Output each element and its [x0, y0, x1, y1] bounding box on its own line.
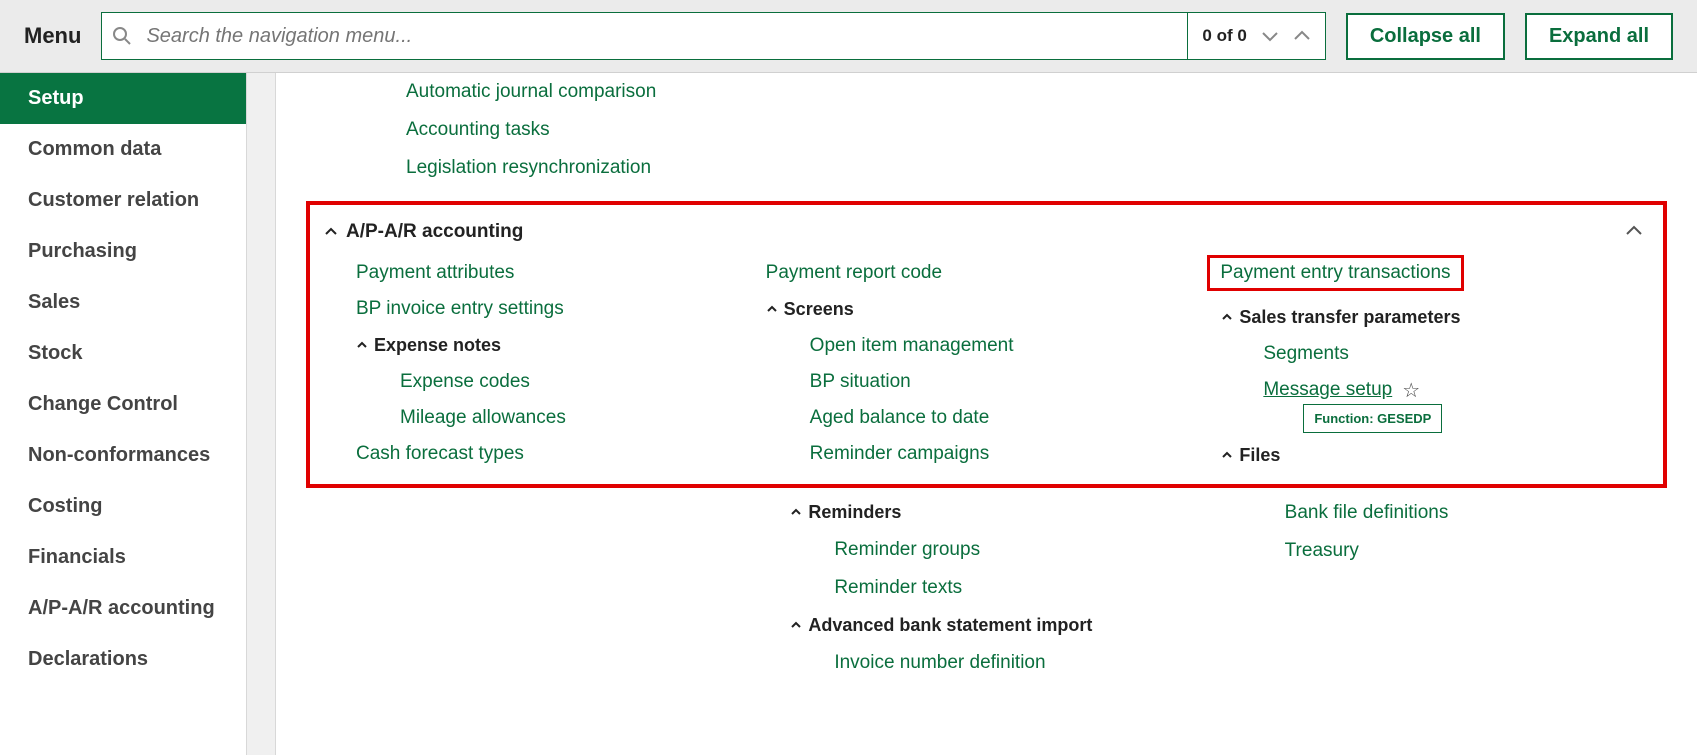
col-2: Payment report code Screens Open item ma… [766, 255, 1208, 474]
link-payment-entry-transactions[interactable]: Payment entry transactions [1220, 262, 1450, 284]
link-payment-attributes[interactable]: Payment attributes [324, 255, 746, 291]
link-reminder-texts[interactable]: Reminder texts [790, 569, 1208, 607]
link-reminder-campaigns[interactable]: Reminder campaigns [766, 436, 1188, 472]
topbar: Menu 0 of 0 Collapse all Expand all [0, 0, 1697, 73]
subheader-advanced-bank-import[interactable]: Advanced bank statement import [790, 607, 1208, 644]
link-invoice-number-def[interactable]: Invoice number definition [790, 644, 1208, 682]
search-container: 0 of 0 [101, 12, 1325, 60]
search-input[interactable] [142, 21, 1187, 52]
chevron-down-icon[interactable] [1261, 30, 1279, 42]
subheader-files[interactable]: Files [1207, 437, 1629, 474]
chevron-up-icon [1221, 313, 1233, 322]
section-collapse-icon[interactable] [1625, 225, 1643, 237]
below-col-3: Bank file definitions Treasury [1229, 494, 1667, 682]
chevron-up-icon [356, 341, 368, 350]
link-treasury[interactable]: Treasury [1229, 532, 1647, 570]
chevron-up-icon [766, 305, 778, 314]
star-icon[interactable]: ☆ [1402, 378, 1420, 403]
col-1: Payment attributes BP invoice entry sett… [324, 255, 766, 474]
chevron-up-icon [324, 227, 338, 237]
sidebar-item-costing[interactable]: Costing [0, 481, 246, 532]
link-automatic-journal[interactable]: Automatic journal comparison [406, 73, 1667, 111]
below-section: Reminders Reminder groups Reminder texts… [306, 494, 1667, 682]
link-bp-situation[interactable]: BP situation [766, 364, 1188, 400]
chevron-up-icon [790, 508, 802, 517]
search-icon [102, 26, 142, 46]
collapse-all-button[interactable]: Collapse all [1346, 13, 1505, 60]
section-header[interactable]: A/P-A/R accounting [324, 215, 1649, 249]
subheader-sales-transfer[interactable]: Sales transfer parameters [1207, 299, 1629, 336]
menu-label[interactable]: Menu [24, 23, 81, 49]
subheader-screens[interactable]: Screens [766, 291, 1188, 328]
sidebar-item-stock[interactable]: Stock [0, 328, 246, 379]
sidebar-item-customer-relation[interactable]: Customer relation [0, 175, 246, 226]
link-payment-report-code[interactable]: Payment report code [766, 255, 1188, 291]
sidebar-item-setup[interactable]: Setup [0, 73, 246, 124]
sidebar-item-non-conformances[interactable]: Non-conformances [0, 430, 246, 481]
sidebar-item-ap-ar-accounting[interactable]: A/P-A/R accounting [0, 583, 246, 634]
subheader-expense-notes[interactable]: Expense notes [324, 327, 746, 364]
link-open-item-mgmt[interactable]: Open item management [766, 328, 1188, 364]
subheader-reminders[interactable]: Reminders [790, 494, 1208, 531]
sidebar-item-sales[interactable]: Sales [0, 277, 246, 328]
section-ap-ar: A/P-A/R accounting Payment attributes BP… [306, 201, 1667, 488]
content: Automatic journal comparison Accounting … [276, 73, 1697, 755]
search-count: 0 of 0 [1202, 26, 1246, 46]
link-message-setup[interactable]: Message setup [1263, 372, 1392, 408]
sidebar-item-common-data[interactable]: Common data [0, 124, 246, 175]
sidebar-item-change-control[interactable]: Change Control [0, 379, 246, 430]
link-segments[interactable]: Segments [1207, 336, 1629, 372]
chevron-up-icon [790, 621, 802, 630]
sidebar-item-financials[interactable]: Financials [0, 532, 246, 583]
below-col-1 [306, 494, 790, 682]
link-bp-invoice-settings[interactable]: BP invoice entry settings [324, 291, 746, 327]
link-bank-file-definitions[interactable]: Bank file definitions [1229, 494, 1647, 532]
link-reminder-groups[interactable]: Reminder groups [790, 531, 1208, 569]
sidebar-item-purchasing[interactable]: Purchasing [0, 226, 246, 277]
link-cash-forecast-types[interactable]: Cash forecast types [324, 436, 746, 472]
link-mileage-allowances[interactable]: Mileage allowances [324, 400, 746, 436]
link-legislation-resync[interactable]: Legislation resynchronization [406, 149, 1667, 187]
section-title: A/P-A/R accounting [346, 221, 523, 243]
sidebar-item-declarations[interactable]: Declarations [0, 634, 246, 685]
highlighted-link-box: Payment entry transactions [1207, 255, 1463, 291]
search-count-box: 0 of 0 [1187, 13, 1324, 59]
sidebar: Setup Common data Customer relation Purc… [0, 73, 246, 755]
tooltip-function: Function: GESEDP [1303, 404, 1442, 433]
below-col-2: Reminders Reminder groups Reminder texts… [790, 494, 1228, 682]
body: Setup Common data Customer relation Purc… [0, 73, 1697, 755]
three-col: Payment attributes BP invoice entry sett… [324, 255, 1649, 474]
link-accounting-tasks[interactable]: Accounting tasks [406, 111, 1667, 149]
expand-all-button[interactable]: Expand all [1525, 13, 1673, 60]
top-links: Automatic journal comparison Accounting … [306, 73, 1667, 187]
col-3: Payment entry transactions Sales transfe… [1207, 255, 1649, 474]
chevron-up-icon[interactable] [1293, 30, 1311, 42]
chevron-up-icon [1221, 451, 1233, 460]
link-aged-balance[interactable]: Aged balance to date [766, 400, 1188, 436]
divider [246, 73, 276, 755]
link-expense-codes[interactable]: Expense codes [324, 364, 746, 400]
